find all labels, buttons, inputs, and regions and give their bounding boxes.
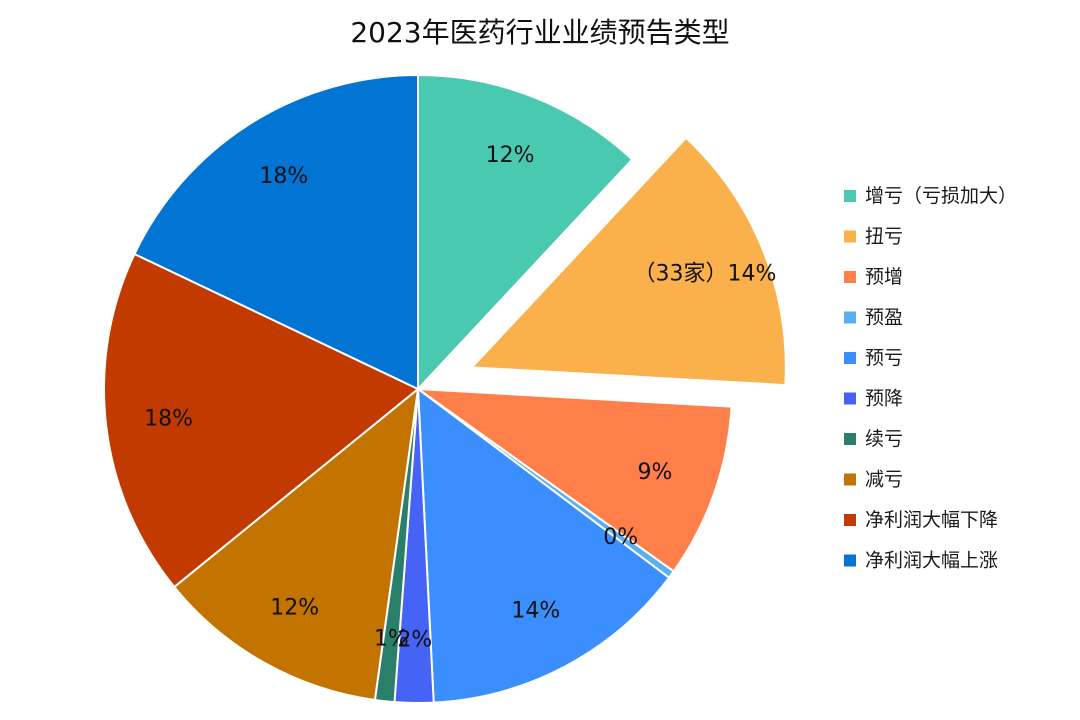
slice-data-label: 1%: [374, 626, 409, 651]
legend-swatch: [844, 392, 856, 405]
legend-label: 扭亏: [865, 226, 903, 248]
slice-data-label: 18%: [144, 406, 193, 431]
slice-data-label: 18%: [259, 164, 308, 189]
slice-data-label: 0%: [603, 525, 638, 550]
legend-label: 预降: [865, 388, 903, 410]
chart-title: 2023年医药行业业绩预告类型: [350, 16, 729, 49]
pie-slice: [417, 388, 733, 573]
legend-swatch: [844, 554, 856, 567]
legend-label: 续亏: [865, 428, 903, 450]
legend-item: 预亏: [844, 347, 903, 369]
legend-swatch: [844, 230, 856, 243]
pie-slice: [133, 74, 419, 390]
pie-slices: [103, 74, 787, 704]
slice-data-label: 14%: [511, 598, 560, 623]
legend-item: 续亏: [844, 428, 903, 450]
slice-labels: 12% （33家）14% 9% 0% 14% 2%1% 12% 18% 18%: [144, 143, 776, 653]
legend-item: 净利润大幅上涨: [844, 550, 998, 572]
legend-label: 预增: [865, 266, 903, 288]
slice-data-label: 12%: [270, 595, 319, 620]
legend-swatch: [844, 352, 856, 364]
legend-label: 预盈: [865, 307, 903, 329]
slice-data-label: 12%: [486, 143, 535, 168]
legend-swatch: [844, 311, 856, 324]
slice-data-label: 2%: [397, 628, 432, 653]
pie-slice: [470, 136, 787, 387]
legend-item: 增亏（亏损加大）: [844, 185, 1017, 207]
slice-data-label: 9%: [638, 460, 673, 485]
legend-item: 扭亏: [844, 226, 903, 248]
legend-item: 净利润大幅下降: [844, 509, 998, 531]
legend-swatch: [844, 514, 856, 526]
legend-label: 净利润大幅下降: [865, 509, 998, 531]
legend-swatch: [844, 271, 856, 283]
legend-item: 预降: [844, 388, 903, 410]
legend-swatch: [844, 473, 856, 486]
pie-slice: [173, 388, 419, 702]
pie-slice: [103, 253, 419, 588]
pie-slice: [417, 388, 670, 704]
slice-data-label: （33家）14%: [633, 261, 776, 286]
legend-label: 预亏: [865, 347, 903, 369]
legend-swatch: [844, 190, 856, 202]
pie-slice: [417, 74, 634, 390]
legend-label: 增亏（亏损加大）: [865, 185, 1017, 207]
legend-item: 预盈: [844, 307, 903, 329]
legend-item: 减亏: [844, 469, 903, 491]
legend-swatch: [844, 433, 856, 445]
legend-item: 预增: [844, 266, 903, 288]
legend-label: 减亏: [865, 469, 903, 491]
legend-label: 净利润大幅上涨: [865, 550, 998, 572]
